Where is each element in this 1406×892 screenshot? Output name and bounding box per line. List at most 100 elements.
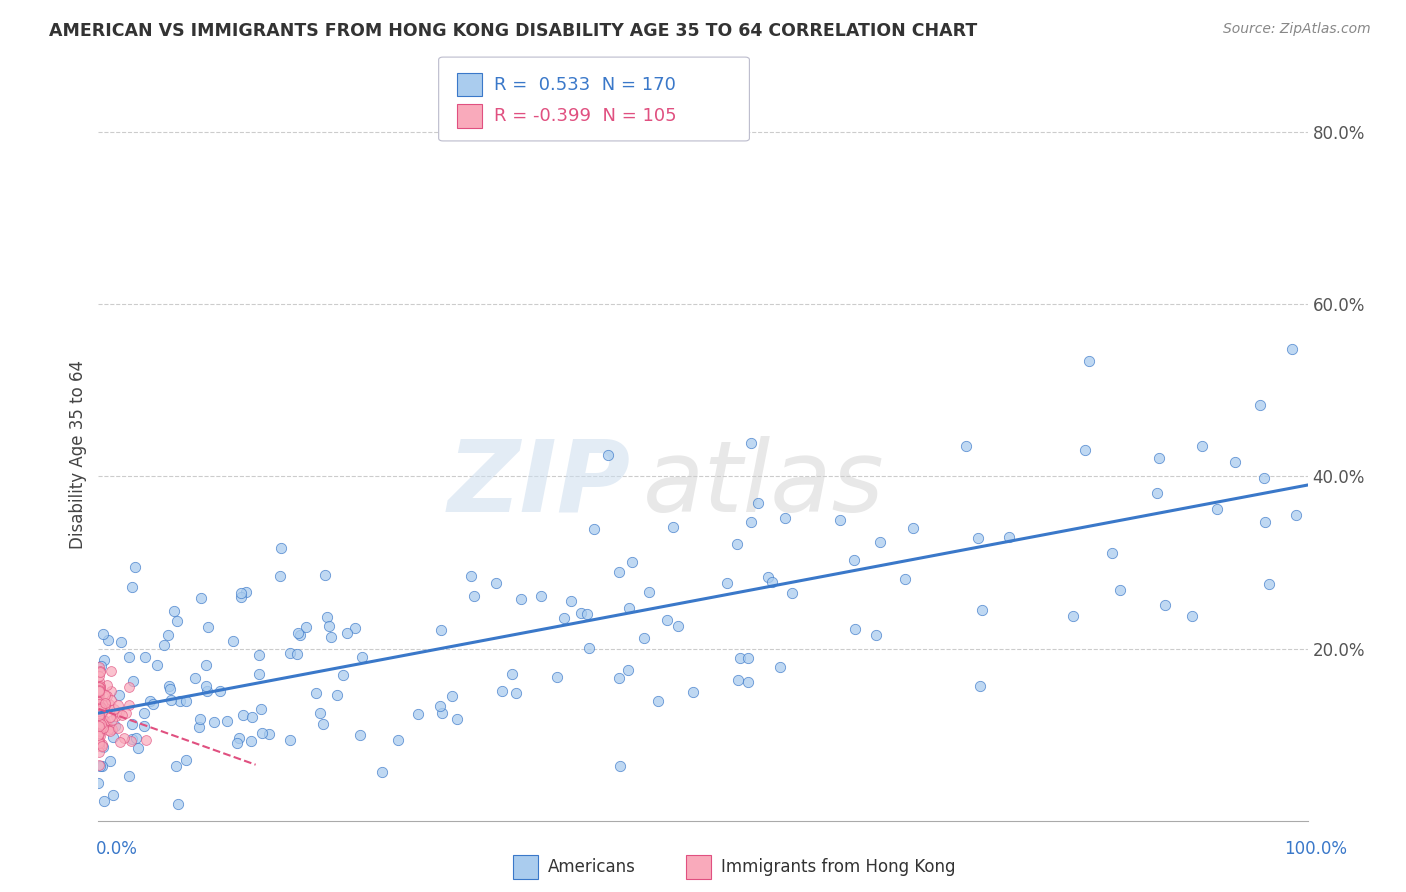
Point bbox=[166, 614, 188, 628]
Point bbox=[174, 753, 197, 767]
Point bbox=[87, 709, 110, 723]
Point bbox=[194, 679, 217, 693]
Point bbox=[87, 713, 110, 727]
Point bbox=[617, 663, 640, 677]
Point bbox=[103, 702, 125, 716]
Point bbox=[617, 600, 640, 615]
Point bbox=[91, 627, 114, 641]
Point bbox=[96, 678, 118, 692]
Point bbox=[89, 729, 111, 743]
Point bbox=[609, 759, 631, 773]
Point bbox=[970, 602, 993, 616]
Point bbox=[716, 575, 738, 590]
Point bbox=[87, 705, 110, 719]
Point bbox=[89, 664, 111, 678]
Point bbox=[142, 698, 165, 712]
Point bbox=[91, 737, 114, 751]
Point bbox=[112, 731, 135, 745]
Point bbox=[174, 694, 197, 708]
Point bbox=[869, 534, 891, 549]
Point bbox=[107, 721, 129, 735]
Point bbox=[87, 745, 110, 759]
Point bbox=[100, 693, 122, 707]
Point bbox=[1223, 455, 1246, 469]
Point bbox=[509, 592, 531, 607]
Point bbox=[125, 731, 148, 746]
Point bbox=[969, 679, 991, 693]
Point bbox=[118, 769, 141, 783]
Point bbox=[91, 719, 114, 733]
Point bbox=[865, 628, 887, 642]
Point bbox=[87, 708, 110, 723]
Point bbox=[111, 708, 134, 723]
Point bbox=[967, 531, 990, 545]
Point bbox=[89, 679, 111, 693]
Point bbox=[560, 594, 582, 608]
Point bbox=[89, 710, 111, 724]
Point bbox=[336, 626, 359, 640]
Point bbox=[98, 754, 121, 768]
Point bbox=[1074, 442, 1097, 457]
Point bbox=[87, 681, 110, 695]
Point bbox=[349, 728, 371, 742]
Point bbox=[188, 720, 211, 734]
Text: 100.0%: 100.0% bbox=[1284, 840, 1347, 858]
Point bbox=[89, 711, 111, 725]
Point bbox=[370, 765, 392, 780]
Point bbox=[530, 590, 553, 604]
Point bbox=[350, 649, 373, 664]
Text: Americans: Americans bbox=[548, 858, 637, 876]
Point bbox=[740, 436, 762, 450]
Point bbox=[747, 496, 769, 510]
Point bbox=[232, 707, 254, 722]
Point bbox=[100, 683, 122, 698]
Point bbox=[87, 727, 110, 741]
Point bbox=[90, 723, 112, 737]
Text: Source: ZipAtlas.com: Source: ZipAtlas.com bbox=[1223, 22, 1371, 37]
Point bbox=[89, 712, 111, 726]
Point bbox=[257, 726, 280, 740]
Point bbox=[235, 585, 257, 599]
Point bbox=[163, 603, 186, 617]
Point bbox=[101, 730, 124, 744]
Point bbox=[87, 702, 110, 716]
Point bbox=[87, 727, 110, 741]
Point bbox=[93, 698, 115, 713]
Point bbox=[89, 695, 111, 709]
Point bbox=[305, 685, 328, 699]
Point bbox=[108, 706, 131, 720]
Point bbox=[190, 591, 212, 606]
Point bbox=[87, 704, 110, 718]
Point bbox=[91, 720, 114, 734]
Point bbox=[312, 717, 335, 731]
Point bbox=[769, 660, 792, 674]
Point bbox=[91, 740, 114, 755]
Point bbox=[343, 621, 366, 635]
Point bbox=[1154, 598, 1177, 612]
Point bbox=[98, 724, 121, 739]
Point bbox=[316, 610, 339, 624]
Point bbox=[89, 692, 111, 706]
Point bbox=[93, 722, 115, 736]
Text: atlas: atlas bbox=[643, 435, 884, 533]
Point bbox=[225, 736, 247, 750]
Point bbox=[278, 646, 301, 660]
Point bbox=[318, 619, 340, 633]
Point bbox=[87, 698, 110, 713]
Point bbox=[780, 585, 803, 599]
Point bbox=[87, 684, 110, 698]
Point bbox=[124, 559, 146, 574]
Point bbox=[89, 683, 111, 698]
Point bbox=[997, 530, 1019, 544]
Point bbox=[87, 684, 110, 698]
Point bbox=[146, 657, 169, 672]
Point bbox=[87, 706, 110, 720]
Point bbox=[309, 706, 332, 720]
Point bbox=[169, 694, 191, 708]
Point bbox=[157, 679, 180, 693]
Point bbox=[91, 701, 114, 715]
Point bbox=[118, 698, 141, 713]
Point bbox=[90, 701, 112, 715]
Point bbox=[87, 690, 110, 704]
Point bbox=[89, 702, 111, 716]
